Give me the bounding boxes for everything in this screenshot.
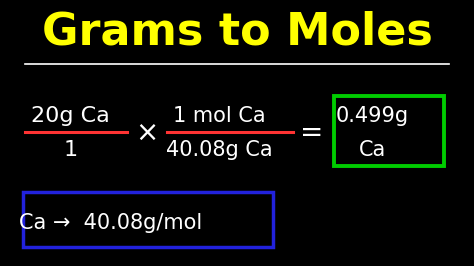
Text: 1 mol Ca: 1 mol Ca (173, 106, 265, 126)
Text: =: = (300, 119, 323, 147)
Text: 20g Ca: 20g Ca (31, 106, 109, 126)
Text: ×: × (135, 119, 158, 147)
Text: Ca: Ca (358, 140, 386, 160)
Text: 1: 1 (63, 140, 77, 160)
Text: 0.499g: 0.499g (336, 106, 409, 126)
Text: 40.08g Ca: 40.08g Ca (166, 140, 272, 160)
Text: Ca →  40.08g/mol: Ca → 40.08g/mol (19, 213, 202, 234)
Text: Grams to Moles: Grams to Moles (42, 10, 432, 53)
